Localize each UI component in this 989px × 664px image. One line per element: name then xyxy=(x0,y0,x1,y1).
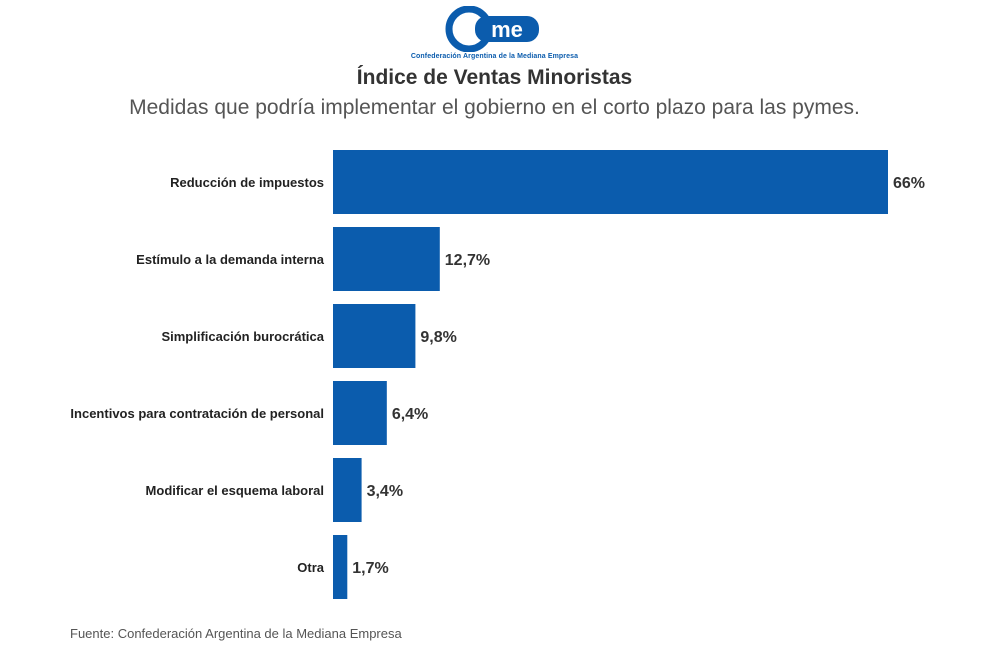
came-logo: me Confederación Argentina de la Mediana… xyxy=(0,6,989,60)
category-label: Incentivos para contratación de personal xyxy=(70,406,324,421)
bar xyxy=(333,381,387,445)
category-label: Estímulo a la demanda interna xyxy=(136,252,325,267)
svg-text:me: me xyxy=(491,17,523,42)
bar xyxy=(333,304,416,368)
came-logo-mark: me xyxy=(445,6,539,52)
chart-subtitle: Medidas que podría implementar el gobier… xyxy=(129,96,860,119)
chart-title: Índice de Ventas Minoristas xyxy=(356,66,633,89)
value-label: 12,7% xyxy=(445,252,490,269)
source-note: Fuente: Confederación Argentina de la Me… xyxy=(70,626,402,641)
bar xyxy=(333,227,440,291)
value-label: 9,8% xyxy=(420,329,456,346)
category-label: Simplificación burocrática xyxy=(161,329,324,344)
category-label: Modificar el esquema laboral xyxy=(146,483,324,498)
bar xyxy=(333,150,888,214)
value-label: 66% xyxy=(893,175,925,192)
value-label: 1,7% xyxy=(352,560,388,577)
logo-subtitle: Confederación Argentina de la Mediana Em… xyxy=(410,53,579,60)
value-label: 3,4% xyxy=(367,483,403,500)
bar xyxy=(333,458,362,522)
category-label: Otra xyxy=(297,560,325,575)
bar xyxy=(333,535,348,599)
value-label: 6,4% xyxy=(392,406,428,423)
category-label: Reducción de impuestos xyxy=(170,175,324,190)
